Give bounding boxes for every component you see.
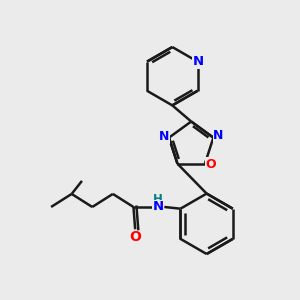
Text: H: H (153, 193, 163, 206)
Text: N: N (153, 200, 164, 214)
Text: N: N (159, 130, 169, 143)
Text: O: O (206, 158, 216, 171)
Text: O: O (129, 230, 141, 244)
Text: N: N (213, 129, 224, 142)
Text: N: N (193, 55, 204, 68)
